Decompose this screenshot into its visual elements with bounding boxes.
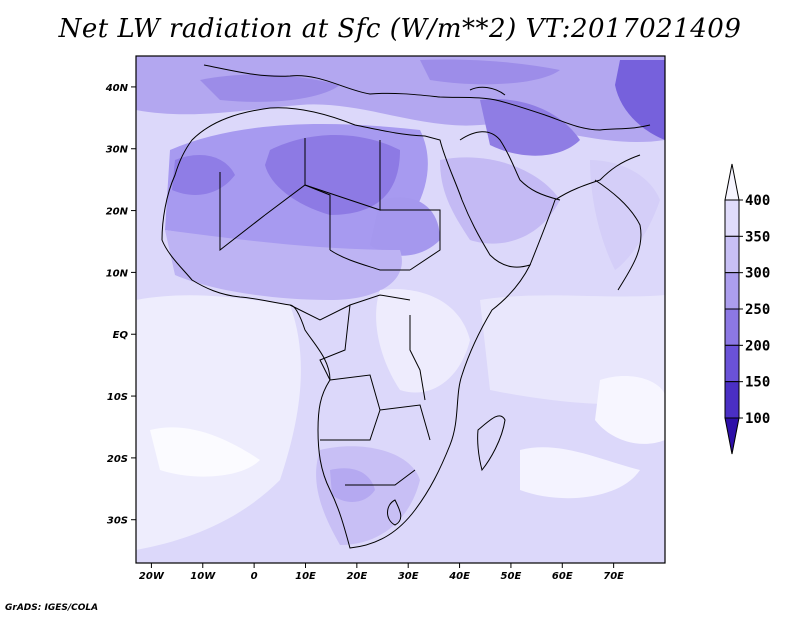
lon-tick-label: 40E <box>448 571 470 582</box>
lon-tick-label: 10W <box>190 571 216 582</box>
colorbar-label: 150 <box>745 375 770 391</box>
colorbar-box <box>724 344 740 383</box>
colorbar-min-triangle <box>724 417 740 455</box>
lat-tick-label: 40N <box>105 83 129 94</box>
lon-tick-label: 60E <box>552 571 573 582</box>
colorbar-label: 200 <box>745 338 770 354</box>
map-title: Net LW radiation at Sfc (W/m**2) VT:2017… <box>58 14 742 44</box>
colorbar-max-triangle <box>724 163 740 201</box>
lon-tick-label: 20W <box>139 571 165 582</box>
lat-tick-label: 10S <box>107 392 128 403</box>
latitude-axis: 40N 30N 20N 10N EQ 10S 20S 30S <box>105 83 136 527</box>
grads-credit: GrADS: IGES/COLA <box>5 603 99 613</box>
colorbar-label: 400 <box>745 193 770 209</box>
colorbar-label: 250 <box>745 302 770 318</box>
lat-tick-label: 10N <box>106 268 129 279</box>
longitude-axis: 20W 10W 0 10E 20E 30E 40E 50E 60E 70E <box>139 563 624 582</box>
lon-tick-label: 0 <box>251 571 258 582</box>
colorbar-label: 300 <box>745 266 770 282</box>
lat-tick-label: 20S <box>107 454 128 465</box>
plot-frame <box>135 55 666 564</box>
colorbar-label: 350 <box>745 229 770 245</box>
colorbar: 400 350 300 250 200 150 100 <box>724 163 770 455</box>
colorbar-box <box>724 235 740 274</box>
lon-tick-label: 10E <box>295 571 316 582</box>
colorbar-box <box>724 272 740 310</box>
lon-tick-label: 50E <box>501 571 522 582</box>
radiation-field <box>136 56 665 563</box>
lat-tick-label: 20N <box>106 207 129 218</box>
lat-tick-label: 30S <box>107 516 128 527</box>
lat-tick-label: EQ <box>113 330 129 341</box>
colorbar-label: 100 <box>745 411 770 427</box>
colorbar-box <box>724 199 740 237</box>
lat-tick-label: 30N <box>106 145 129 156</box>
country-borders <box>161 64 651 549</box>
colorbar-box <box>724 308 740 346</box>
lon-tick-label: 70E <box>603 571 624 582</box>
lon-tick-label: 20E <box>346 571 367 582</box>
lon-tick-label: 30E <box>398 571 419 582</box>
colorbar-box <box>724 381 740 419</box>
